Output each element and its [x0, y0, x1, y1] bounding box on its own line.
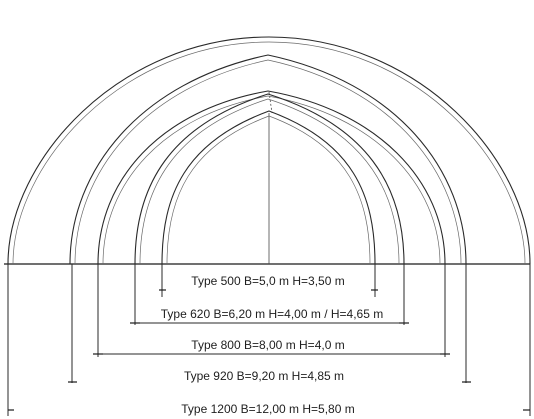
- center-axis-dashed: [268, 91, 273, 114]
- arch-type-500: [161, 110, 376, 265]
- dimension-type-1200: [7, 264, 531, 416]
- arch-type-800: [97, 90, 446, 265]
- dimension-type-920: [68, 264, 471, 383]
- arch-type-620: [134, 93, 405, 265]
- arch-type-920: [69, 54, 467, 265]
- label-type-500: Type 500 B=5,0 m H=3,50 m: [191, 274, 344, 288]
- label-type-1200: Type 1200 B=12,00 m H=5,80 m: [181, 402, 354, 416]
- label-type-800: Type 800 B=8,00 m H=4,0 m: [191, 338, 344, 352]
- label-type-620: Type 620 B=6,20 m H=4,00 m / H=4,65 m: [161, 307, 383, 321]
- label-type-920: Type 920 B=9,20 m H=4,85 m: [184, 369, 344, 383]
- dimension-type-620: [130, 264, 409, 325]
- dimension-type-800: [93, 264, 450, 357]
- arch-type-1200: [7, 36, 531, 265]
- dimension-type-500: [159, 264, 378, 297]
